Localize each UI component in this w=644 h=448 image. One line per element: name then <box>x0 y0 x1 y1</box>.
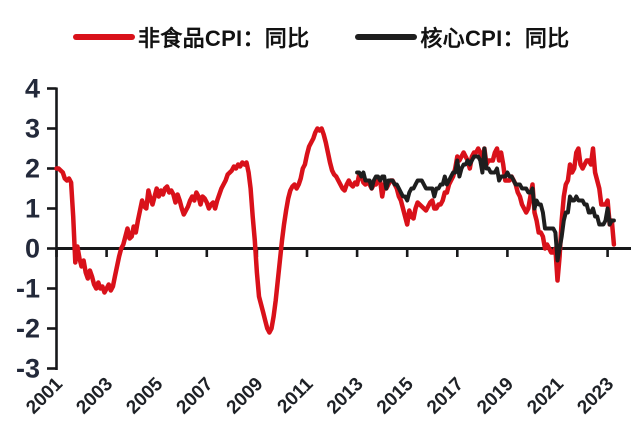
x-axis-year-label: 2005 <box>122 373 167 418</box>
x-axis-year-label: 2023 <box>573 374 618 419</box>
x-axis-year-label: 2015 <box>373 373 418 418</box>
y-axis-tick-label: 2 <box>25 154 40 184</box>
y-axis-tick-label: 1 <box>25 194 40 224</box>
y-axis-tick-label: 3 <box>25 114 40 144</box>
x-axis-year-label: 2013 <box>323 374 368 419</box>
y-axis-tick-label: 4 <box>25 74 40 104</box>
nonfood-cpi-line <box>54 126 617 335</box>
legend-label-core-cpi: 核心CPI：同比 <box>420 26 570 51</box>
legend-label-nonfood-cpi: 非食品CPI：同比 <box>138 26 310 51</box>
y-axis-tick-label: -3 <box>16 354 40 384</box>
x-axis-year-label: 2019 <box>473 374 518 419</box>
x-axis-year-label: 2009 <box>223 374 268 419</box>
y-axis-tick-label: -2 <box>16 314 40 344</box>
x-axis-year-label: 2011 <box>274 373 318 417</box>
chart-legend: 非食品CPI：同比 核心CPI：同比 <box>73 21 569 53</box>
y-axis-tick-label: -1 <box>16 274 40 304</box>
y-axis-tick-label: 0 <box>25 234 40 264</box>
legend-item-nonfood-cpi: 非食品CPI：同比 <box>73 21 309 53</box>
x-axis-year-label: 2017 <box>423 374 468 419</box>
x-axis-year-label: 2003 <box>72 374 117 419</box>
x-axis-year-label: 2021 <box>523 373 568 418</box>
core-cpi-line-swatch <box>355 34 418 40</box>
nonfood-cpi-line-swatch <box>73 34 135 40</box>
legend-item-core-cpi: 核心CPI：同比 <box>355 21 569 53</box>
core-cpi-line <box>355 146 616 263</box>
x-axis-year-label: 2007 <box>173 374 218 419</box>
